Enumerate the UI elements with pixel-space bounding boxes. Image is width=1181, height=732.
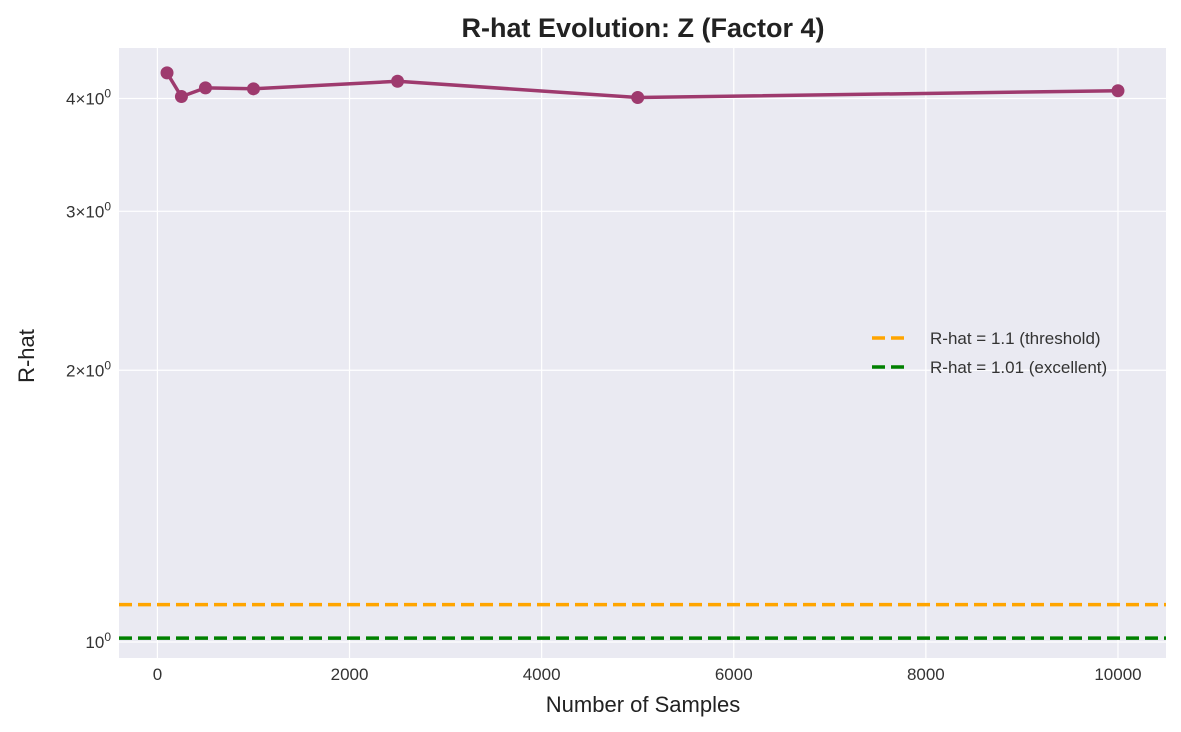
data-point bbox=[1111, 84, 1125, 98]
y-tick-label: 100 bbox=[85, 630, 111, 652]
plot-area bbox=[119, 48, 1166, 658]
x-tick-label: 0 bbox=[153, 665, 162, 684]
x-tick-label: 8000 bbox=[907, 665, 945, 684]
x-axis-ticks: 0 2000 4000 6000 8000 10000 bbox=[153, 665, 1142, 684]
x-tick-label: 6000 bbox=[715, 665, 753, 684]
y-axis-ticks: 100 2×100 3×100 4×100 bbox=[66, 87, 111, 652]
data-point bbox=[160, 66, 174, 80]
data-point bbox=[391, 74, 405, 88]
data-point bbox=[174, 90, 188, 104]
y-tick-label: 2×100 bbox=[66, 358, 111, 380]
legend: R-hat = 1.1 (threshold) R-hat = 1.01 (exc… bbox=[872, 329, 1107, 377]
reference-lines bbox=[119, 602, 1166, 640]
x-tick-label: 4000 bbox=[523, 665, 561, 684]
legend-label: R-hat = 1.01 (excellent) bbox=[930, 358, 1107, 377]
x-tick-label: 10000 bbox=[1094, 665, 1141, 684]
legend-label: R-hat = 1.1 (threshold) bbox=[930, 329, 1101, 348]
chart-title: R-hat Evolution: Z (Factor 4) bbox=[462, 13, 825, 43]
y-tick-label: 3×100 bbox=[66, 199, 111, 221]
y-axis-label: R-hat bbox=[14, 329, 39, 383]
x-tick-label: 2000 bbox=[331, 665, 369, 684]
x-axis-label: Number of Samples bbox=[546, 692, 740, 717]
data-point bbox=[198, 81, 212, 95]
data-series bbox=[160, 66, 1125, 105]
data-point bbox=[631, 91, 645, 105]
data-point bbox=[246, 82, 260, 96]
y-tick-label: 4×100 bbox=[66, 87, 111, 109]
grid-lines bbox=[119, 48, 1166, 658]
